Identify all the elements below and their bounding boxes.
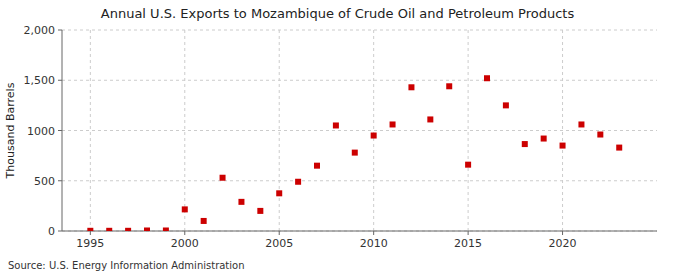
point [597,132,603,138]
point [238,199,244,205]
point [87,228,93,231]
point [560,143,566,149]
x-tick-label: 2005 [265,237,293,250]
x-tick [373,231,374,235]
point [522,141,528,147]
grid [62,30,657,231]
x-tick [562,231,563,235]
y-tick-label: 500 [34,175,55,188]
y-tick [58,130,62,131]
point [201,218,207,224]
point [541,136,547,142]
point [163,227,169,231]
x-tick-label: 2000 [171,237,199,250]
y-axis-label: Thousand Barrels [4,82,17,179]
point [446,83,452,89]
x-grid-line [184,30,185,231]
point [125,228,131,231]
y-tick [58,80,62,81]
x-tick [90,231,91,235]
point [371,133,377,139]
y-axis-line [62,30,63,231]
x-grid-line [373,30,374,231]
y-tick-label: 1,500 [24,74,56,87]
point [408,84,414,90]
x-tick-label: 2010 [360,237,388,250]
x-tick-label: 2015 [454,237,482,250]
point [352,150,358,156]
point [276,190,282,196]
x-grid-line [468,30,469,231]
point [333,122,339,128]
y-grid-line [62,80,657,81]
point [427,116,433,122]
point [295,179,301,185]
point [616,145,622,151]
point [503,102,509,108]
point [182,206,188,212]
title: Annual U.S. Exports to Mozambique of Cru… [101,6,575,21]
x-tick-label: 2020 [549,237,577,250]
y-grid-line [62,180,657,181]
point [465,162,471,168]
point [484,75,490,81]
point [220,175,226,181]
x-tick [184,231,185,235]
y-tick-label: 1000 [27,125,55,138]
chart: Annual U.S. Exports to Mozambique of Cru… [0,0,675,275]
point [144,227,150,231]
y-tick-label: 0 [48,225,55,238]
x-axis-line [62,231,657,232]
x-tick [468,231,469,235]
x-grid-line [562,30,563,231]
point [314,163,320,169]
x-grid-line [90,30,91,231]
points [87,75,622,231]
y-tick [58,30,62,31]
y-grid-line [62,130,657,131]
y-grid-line [62,30,657,31]
y-tick [58,180,62,181]
x-tick-label: 1995 [76,237,104,250]
point [106,228,112,231]
y-grid-line [62,231,657,232]
axes: 0 500 1000 1,500 2,000 1995 2000 2005 2010 2015 20… [24,24,658,250]
y-tick [58,231,62,232]
x-tick [279,231,280,235]
point [578,121,584,127]
point [257,208,263,214]
x-grid-line [279,30,280,231]
point [390,121,396,127]
source-note: Source: U.S. Energy Information Administ… [8,260,245,271]
y-tick-label: 2,000 [24,24,56,37]
